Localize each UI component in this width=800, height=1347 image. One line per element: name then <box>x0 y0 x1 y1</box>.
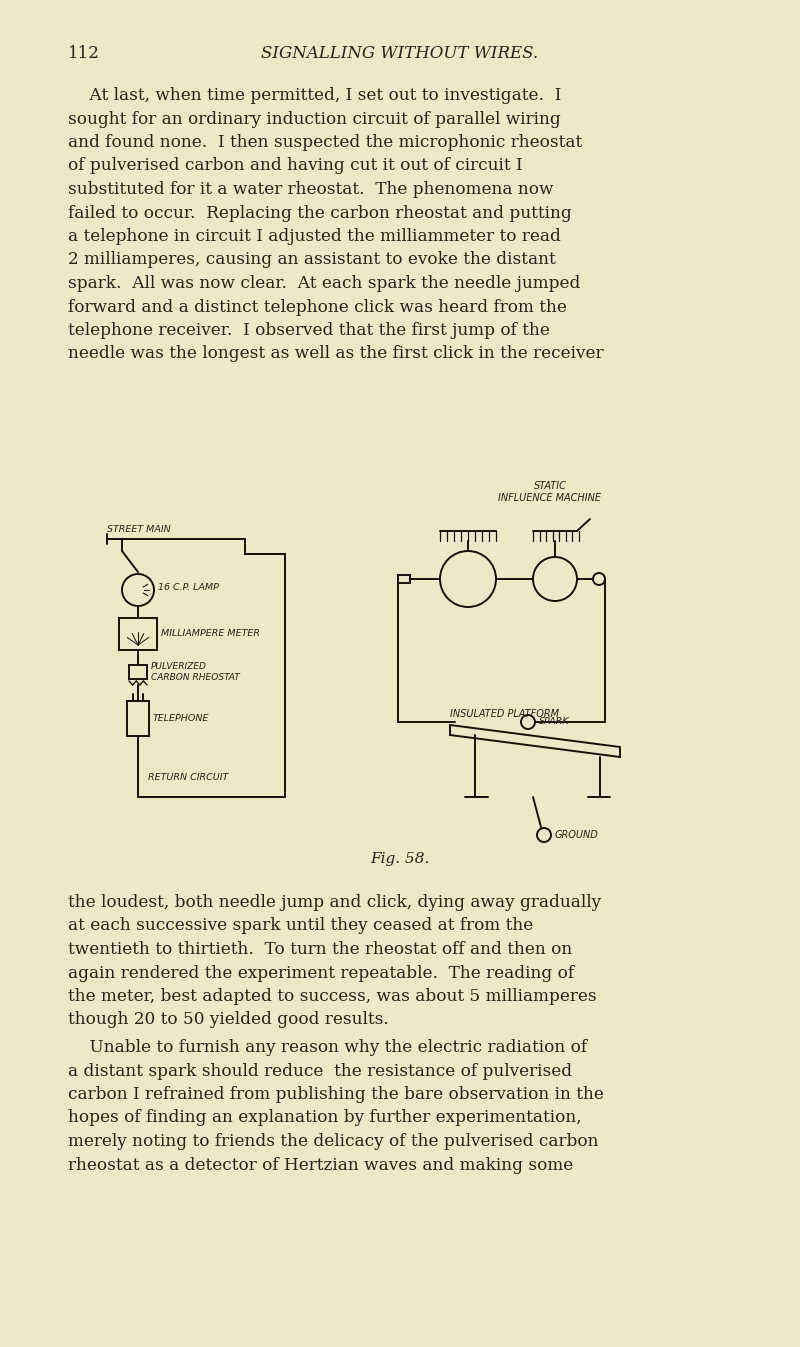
Text: Fig. 58.: Fig. 58. <box>370 853 430 866</box>
Text: carbon I refrained from publishing the bare observation in the: carbon I refrained from publishing the b… <box>68 1086 604 1103</box>
Text: spark.  All was now clear.  At each spark the needle jumped: spark. All was now clear. At each spark … <box>68 275 580 292</box>
Text: a telephone in circuit I adjusted the milliammeter to read: a telephone in circuit I adjusted the mi… <box>68 228 561 245</box>
Text: 16 C.P. LAMP: 16 C.P. LAMP <box>158 582 219 591</box>
Bar <box>127 700 149 735</box>
Text: STREET MAIN: STREET MAIN <box>107 525 170 533</box>
Polygon shape <box>450 725 620 757</box>
Text: Unable to furnish any reason why the electric radiation of: Unable to furnish any reason why the ele… <box>68 1039 587 1056</box>
Bar <box>129 665 147 679</box>
Text: sought for an ordinary induction circuit of parallel wiring: sought for an ordinary induction circuit… <box>68 110 561 128</box>
Text: forward and a distinct telephone click was heard from the: forward and a distinct telephone click w… <box>68 299 567 315</box>
Text: at each successive spark until they ceased at from the: at each successive spark until they ceas… <box>68 917 534 935</box>
Text: MILLIAMPERE METER: MILLIAMPERE METER <box>161 629 260 638</box>
Circle shape <box>440 551 496 607</box>
Text: failed to occur.  Replacing the carbon rheostat and putting: failed to occur. Replacing the carbon rh… <box>68 205 572 221</box>
Text: the meter, best adapted to success, was about 5 milliamperes: the meter, best adapted to success, was … <box>68 987 597 1005</box>
Text: hopes of finding an explanation by further experimentation,: hopes of finding an explanation by furth… <box>68 1110 582 1126</box>
Text: a distant spark should reduce  the resistance of pulverised: a distant spark should reduce the resist… <box>68 1063 572 1079</box>
Text: INSULATED PLATFORM: INSULATED PLATFORM <box>450 709 559 719</box>
Bar <box>119 618 157 651</box>
Text: again rendered the experiment repeatable.  The reading of: again rendered the experiment repeatable… <box>68 964 574 982</box>
Text: SPARK: SPARK <box>539 718 570 726</box>
Text: twentieth to thirtieth.  To turn the rheostat off and then on: twentieth to thirtieth. To turn the rheo… <box>68 942 572 958</box>
Circle shape <box>521 715 535 729</box>
Circle shape <box>533 558 577 601</box>
Circle shape <box>537 828 551 842</box>
Circle shape <box>593 572 605 585</box>
Text: RETURN CIRCUIT: RETURN CIRCUIT <box>148 773 228 783</box>
Text: the loudest, both needle jump and click, dying away gradually: the loudest, both needle jump and click,… <box>68 894 601 911</box>
Text: 112: 112 <box>68 44 100 62</box>
Text: SIGNALLING WITHOUT WIRES.: SIGNALLING WITHOUT WIRES. <box>262 44 538 62</box>
Text: rheostat as a detector of Hertzian waves and making some: rheostat as a detector of Hertzian waves… <box>68 1157 574 1173</box>
Bar <box>398 575 410 583</box>
Text: PULVERIZED
CARBON RHEOSTAT: PULVERIZED CARBON RHEOSTAT <box>151 661 240 682</box>
Text: though 20 to 50 yielded good results.: though 20 to 50 yielded good results. <box>68 1012 389 1029</box>
Text: merely noting to friends the delicacy of the pulverised carbon: merely noting to friends the delicacy of… <box>68 1133 598 1150</box>
Text: At last, when time permitted, I set out to investigate.  I: At last, when time permitted, I set out … <box>68 88 562 104</box>
Text: GROUND: GROUND <box>555 830 598 841</box>
Text: and found none.  I then suspected the microphonic rheostat: and found none. I then suspected the mic… <box>68 133 582 151</box>
Text: TELEPHONE: TELEPHONE <box>153 714 210 723</box>
Circle shape <box>122 574 154 606</box>
Text: telephone receiver.  I observed that the first jump of the: telephone receiver. I observed that the … <box>68 322 550 339</box>
Text: 2 milliamperes, causing an assistant to evoke the distant: 2 milliamperes, causing an assistant to … <box>68 252 556 268</box>
Text: needle was the longest as well as the first click in the receiver: needle was the longest as well as the fi… <box>68 345 603 362</box>
Text: STATIC
INFLUENCE MACHINE: STATIC INFLUENCE MACHINE <box>498 481 602 502</box>
Text: substituted for it a water rheostat.  The phenomena now: substituted for it a water rheostat. The… <box>68 180 554 198</box>
Text: of pulverised carbon and having cut it out of circuit I: of pulverised carbon and having cut it o… <box>68 158 522 175</box>
